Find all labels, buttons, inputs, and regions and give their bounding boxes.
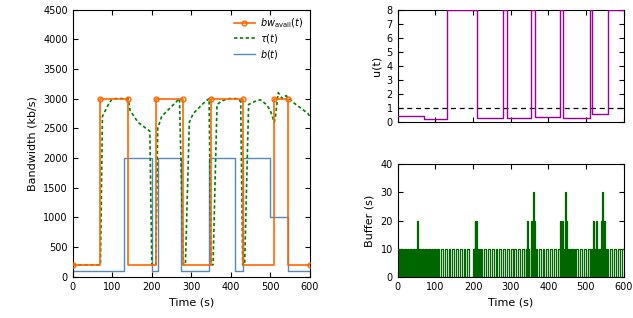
Y-axis label: Buffer (s): Buffer (s) [365,194,375,247]
Y-axis label: Bandwidth (kb/s): Bandwidth (kb/s) [28,96,37,190]
X-axis label: Time (s): Time (s) [168,297,214,307]
X-axis label: Time (s): Time (s) [488,297,533,307]
Legend: $bw_{\rm avail}(t)$, $\tau(t)$, $b(t)$: $bw_{\rm avail}(t)$, $\tau(t)$, $b(t)$ [232,14,305,63]
Y-axis label: u(t): u(t) [371,56,381,76]
